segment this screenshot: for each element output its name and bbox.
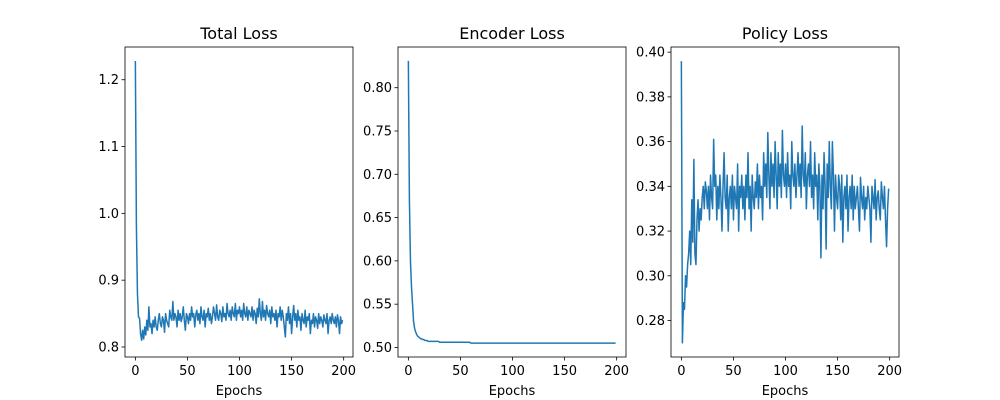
subplot-title: Encoder Loss (459, 24, 565, 43)
y-tick-label: 0.30 (636, 269, 665, 284)
y-tick-label: 0.36 (636, 135, 665, 150)
subplot: 0 50 100 150 200 0.50 0.55 0.60 0.65 0.70 0.75 0.80… (363, 24, 629, 399)
y-tick-label: 0.34 (636, 180, 665, 195)
y-tick-label: 1.1 (98, 140, 119, 155)
x-tick-label: 50 (452, 364, 469, 379)
x-tick-label: 100 (773, 364, 798, 379)
y-tick-label: 0.50 (363, 341, 392, 356)
y-tick-label: 0.70 (363, 168, 392, 183)
y-tick-label: 0.38 (636, 90, 665, 105)
y-tick-label: 0.9 (98, 274, 119, 289)
x-tick-label: 50 (725, 364, 742, 379)
x-tick-label: 50 (179, 364, 196, 379)
x-tick-label: 200 (331, 364, 356, 379)
loss-line (680, 61, 890, 344)
subplot: 0 50 100 150 200 0.8 0.9 1.0 1.1 1.2 Total Loss Epo… (98, 24, 356, 399)
plot-area (407, 60, 616, 344)
y-tick-label: 1.2 (98, 73, 119, 88)
axes-frame (670, 46, 900, 358)
x-axis-label: Epochs (489, 384, 536, 399)
loss-line (134, 61, 344, 342)
x-tick-label: 150 (279, 364, 304, 379)
subplot-title: Policy Loss (742, 24, 828, 43)
y-tick-label: 0.40 (636, 46, 665, 61)
y-tick-label: 0.75 (363, 124, 392, 139)
subplot-title: Total Loss (199, 24, 278, 43)
y-tick-label: 0.8 (98, 340, 119, 355)
plot-area (134, 61, 344, 342)
y-tick-label: 0.80 (363, 81, 392, 96)
y-tick-label: 0.28 (636, 314, 665, 329)
x-tick-label: 0 (404, 364, 412, 379)
y-tick-label: 0.55 (363, 298, 392, 313)
x-tick-label: 150 (825, 364, 850, 379)
plot-area (680, 61, 890, 344)
axes-frame (124, 46, 354, 358)
axes-frame (397, 46, 627, 358)
y-tick-label: 0.60 (363, 254, 392, 269)
loss-line (407, 60, 616, 344)
y-tick-label: 0.65 (363, 211, 392, 226)
subplot: 0 50 100 150 200 0.28 0.30 0.32 0.34 0.36 0.38 0.40… (636, 24, 902, 399)
x-axis-label: Epochs (216, 384, 263, 399)
x-tick-label: 0 (677, 364, 685, 379)
y-tick-label: 1.0 (98, 207, 119, 222)
x-tick-label: 100 (500, 364, 525, 379)
x-tick-label: 100 (227, 364, 252, 379)
x-axis-label: Epochs (762, 384, 809, 399)
x-tick-label: 0 (131, 364, 139, 379)
x-tick-label: 200 (877, 364, 902, 379)
x-tick-label: 150 (552, 364, 577, 379)
x-tick-label: 200 (604, 364, 629, 379)
y-tick-label: 0.32 (636, 225, 665, 240)
